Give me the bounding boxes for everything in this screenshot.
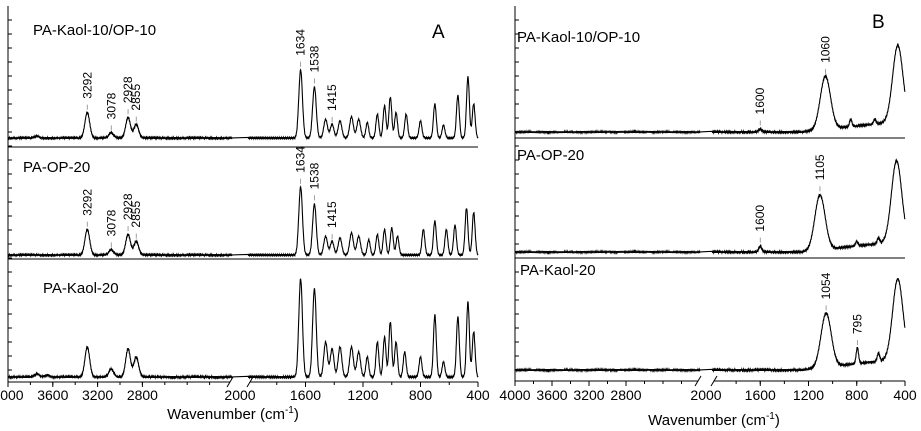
x-tick-label-b-400: 400 xyxy=(893,387,917,403)
panel-letter-a: A xyxy=(432,22,445,43)
x-tick-label-b-800: 800 xyxy=(845,387,869,403)
spectrum-b-2-high xyxy=(514,249,701,255)
peak-label-a-2-3292: 3292 xyxy=(80,189,94,216)
x-tick-label-a-1200: 1200 xyxy=(347,387,378,403)
x-tick-label-a-400: 400 xyxy=(466,387,490,403)
x-tick-label-b-2800: 2800 xyxy=(610,387,641,403)
peak-label-b-3-795: 795 xyxy=(850,314,864,334)
x-tick-label-a-2000: 2000 xyxy=(224,387,255,403)
x-axis-title-a-sup: -1 xyxy=(285,405,294,416)
spectrum-b-2-low xyxy=(699,158,906,255)
spectrum-b-1-low xyxy=(699,42,906,135)
x-axis-title-a: Wavenumber (cm-1) xyxy=(167,405,299,423)
axis-break-mark-b xyxy=(710,375,718,387)
peak-label-a-1-1415: 1415 xyxy=(325,84,339,111)
x-tick-label-b-1200: 1200 xyxy=(793,387,824,403)
x-axis-title-b-sup: -1 xyxy=(766,411,775,422)
sample-label-b-1: PA-Kaol-10/OP-10 xyxy=(517,29,640,46)
panel-b: B PA-Kaol-10/OP-10 PA-OP-20 PA-Kaol-20 W… xyxy=(499,6,917,429)
peak-label-b-1-1060: 1060 xyxy=(818,36,832,63)
x-tick-label-a-2800: 2800 xyxy=(127,387,158,403)
peak-label-a-1-3078: 3078 xyxy=(104,92,118,119)
spectrum-a-3-low xyxy=(231,278,479,380)
peak-label-a-2-3078: 3078 xyxy=(104,209,118,236)
x-axis-title-b-close: ) xyxy=(775,412,780,429)
spectrum-a-3-high xyxy=(7,345,233,380)
axis-break-mark-b xyxy=(694,375,702,387)
peak-label-a-2-1538: 1538 xyxy=(307,162,321,189)
x-tick-label-b-1600: 1600 xyxy=(745,387,776,403)
x-axis-title-a-close: ) xyxy=(294,406,299,423)
spectrum-a-1-high xyxy=(7,110,233,141)
spectrum-a-2-high xyxy=(7,227,233,258)
spectrum-b-1-high xyxy=(514,129,701,135)
spectrum-a-2-low xyxy=(231,185,479,258)
peak-label-a-2-1415: 1415 xyxy=(325,201,339,228)
peak-label-a-1-2855: 2855 xyxy=(129,84,143,111)
spectrum-b-3-low xyxy=(699,278,906,373)
x-axis-title-b: Wavenumber (cm-1) xyxy=(648,411,780,429)
peak-label-a-2-1634: 1634 xyxy=(294,146,308,173)
peak-label-a-1-1538: 1538 xyxy=(307,45,321,72)
peak-label-a-2-2928: 2928 xyxy=(121,193,135,220)
peak-label-b-2-1105: 1105 xyxy=(813,154,827,180)
x-tick-label-a-800: 800 xyxy=(409,387,433,403)
x-tick-label-a-3600: 3600 xyxy=(37,387,68,403)
x-tick-label-a-1600: 1600 xyxy=(290,387,321,403)
peak-label-a-1-3292: 3292 xyxy=(80,72,94,99)
x-axis-title-b-main: Wavenumber (cm xyxy=(648,412,766,429)
sample-label-a-2: PA-OP-20 xyxy=(23,159,90,176)
spectrum-b-3-high xyxy=(514,367,701,373)
peak-label-a-2-2855: 2855 xyxy=(129,201,143,228)
peak-label-a-1-1634: 1634 xyxy=(294,29,308,56)
panel-a: A PA-Kaol-10/OP-10 PA-OP-20 PA-Kaol-20 W… xyxy=(0,6,490,423)
peak-label-a-1-2928: 2928 xyxy=(121,76,135,103)
sample-label-b-2: PA-OP-20 xyxy=(517,147,584,164)
x-tick-label-a-3200: 3200 xyxy=(82,387,113,403)
x-tick-label-b-3200: 3200 xyxy=(573,387,604,403)
x-tick-label-a-4000: 4000 xyxy=(0,387,24,403)
peak-label-b-1-1600: 1600 xyxy=(753,87,767,114)
x-tick-label-b-3600: 3600 xyxy=(536,387,567,403)
panel-letter-b: B xyxy=(872,12,885,33)
axis-break-mark-a xyxy=(226,376,234,388)
sample-label-b-3: PA-Kaol-20 xyxy=(520,262,596,279)
peak-label-b-2-1600: 1600 xyxy=(753,205,767,232)
spectrum-a-1-low xyxy=(231,68,479,141)
peak-label-b-3-1054: 1054 xyxy=(819,272,833,299)
sample-label-a-1: PA-Kaol-10/OP-10 xyxy=(33,22,156,39)
sample-label-a-3: PA-Kaol-20 xyxy=(43,280,119,297)
x-tick-label-b-2000: 2000 xyxy=(690,387,721,403)
x-axis-title-a-main: Wavenumber (cm xyxy=(167,406,285,423)
x-tick-label-b-4000: 4000 xyxy=(499,387,530,403)
